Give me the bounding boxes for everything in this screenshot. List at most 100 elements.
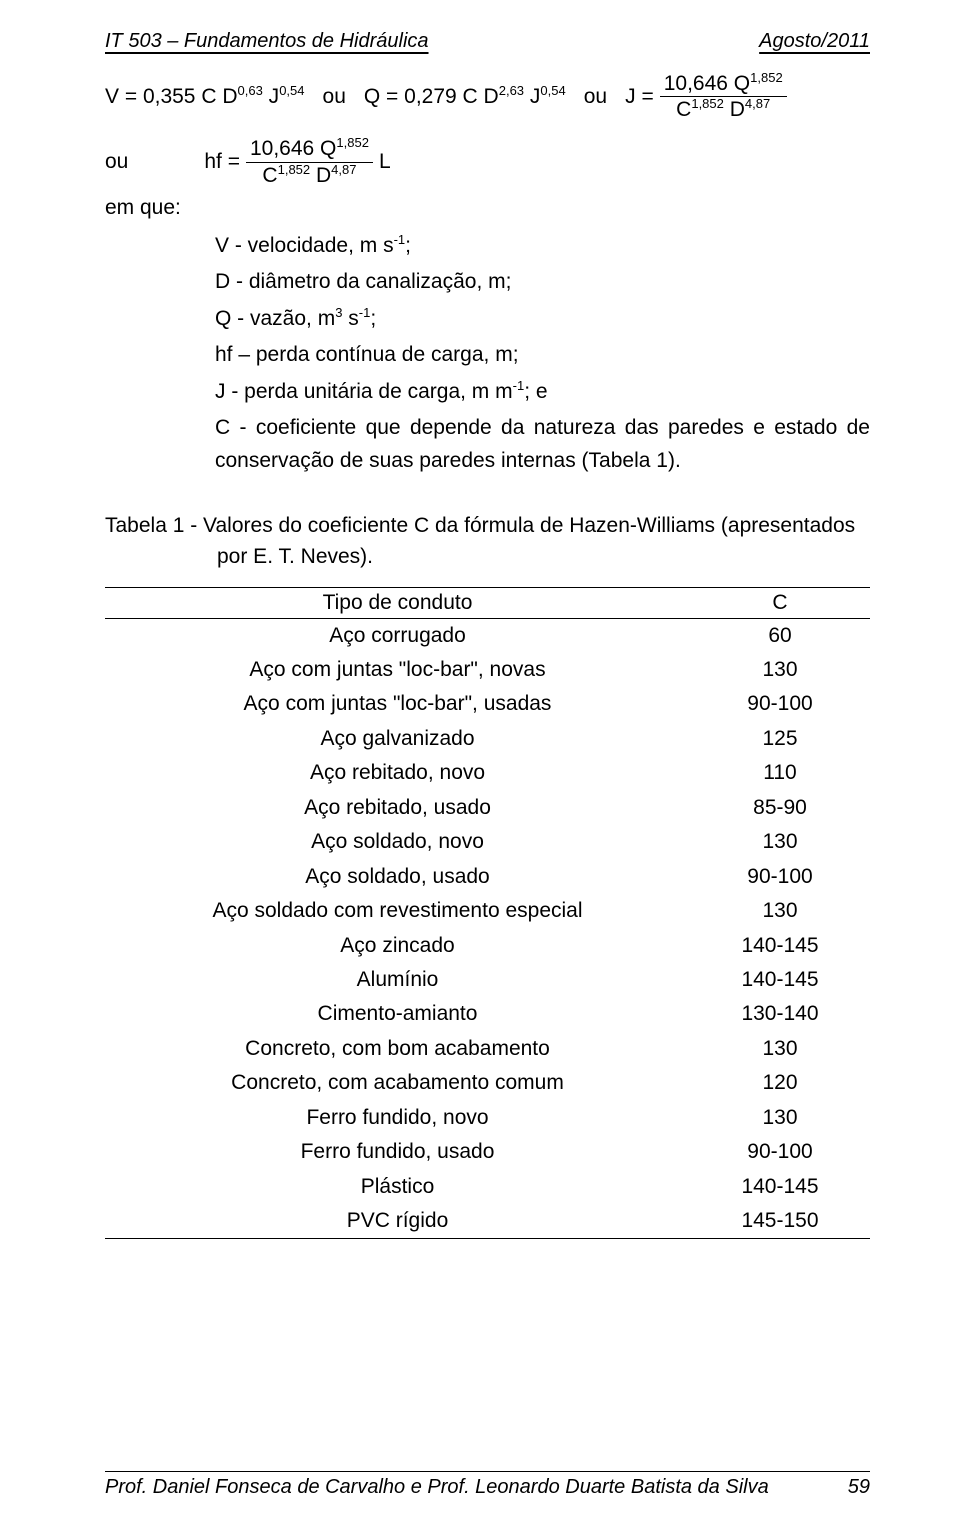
table-row: Aço zincado140-145 (105, 929, 870, 963)
def-v-b: ; (405, 234, 411, 257)
table-cell-c: 110 (690, 756, 870, 790)
table-cell-c: 140-145 (690, 929, 870, 963)
table-row: Cimento-amianto130-140 (105, 997, 870, 1031)
eq-d: hf = 10,646 Q1,852 C1,852 D4,87 L (204, 136, 390, 187)
eq-d-den-exp2: 4,87 (331, 162, 356, 177)
ou-1: ou (323, 85, 346, 109)
table-row: Ferro fundido, usado90-100 (105, 1135, 870, 1169)
eq-b-exp2: 0,54 (540, 83, 565, 98)
header-right: Agosto/2011 (759, 30, 870, 53)
table-cell-c: 60 (690, 618, 870, 653)
definitions: V - velocidade, m s-1; D - diâmetro da c… (215, 230, 870, 478)
def-q-b: s (342, 307, 358, 330)
table-cell-c: 130 (690, 1101, 870, 1135)
eq-c-den-exp2: 4,87 (745, 96, 770, 111)
eq-b-lhs: Q = 0,279 C D (364, 85, 499, 108)
table-cell-type: Aço com juntas "loc-bar", usadas (105, 687, 690, 721)
eq-c-frac: 10,646 Q1,852 C1,852 D4,87 (660, 71, 787, 122)
table-row: Aço rebitado, usado85-90 (105, 791, 870, 825)
table-row: Aço corrugado60 (105, 618, 870, 653)
def-j-a: J - perda unitária de carga, m m (215, 380, 513, 403)
eq-a: V = 0,355 C D0,63 J0,54 (105, 85, 305, 109)
table-cell-c: 130 (690, 825, 870, 859)
table-cell-c: 140-145 (690, 1170, 870, 1204)
table-cell-c: 130 (690, 1032, 870, 1066)
def-v-sup: -1 (394, 232, 406, 247)
table-cell-type: Aço galvanizado (105, 722, 690, 756)
table-row: Alumínio140-145 (105, 963, 870, 997)
ou-3: ou (105, 150, 128, 174)
eq-c: J = 10,646 Q1,852 C1,852 D4,87 (625, 71, 787, 122)
eq-b-mid: J (524, 85, 540, 108)
table-cell-c: 130 (690, 653, 870, 687)
eq-d-pre: hf = (204, 150, 240, 174)
eq-b: Q = 0,279 C D2,63 J0,54 (364, 85, 566, 109)
table-cell-c: 85-90 (690, 791, 870, 825)
table-cell-c: 90-100 (690, 1135, 870, 1169)
table-row: Plástico140-145 (105, 1170, 870, 1204)
def-q-s2: -1 (359, 305, 371, 320)
table-cell-type: Concreto, com bom acabamento (105, 1032, 690, 1066)
table-cell-c: 125 (690, 722, 870, 756)
table-cell-c: 140-145 (690, 963, 870, 997)
table-row: Aço galvanizado125 (105, 722, 870, 756)
eq-d-post: L (379, 150, 391, 174)
table-row: Aço soldado, usado90-100 (105, 860, 870, 894)
em-que: em que: (105, 196, 870, 220)
eq-c-den-a: C (676, 98, 691, 121)
table-cell-c: 120 (690, 1066, 870, 1100)
def-hf: hf – perda contínua de carga, m; (215, 339, 870, 372)
table-row: Concreto, com acabamento comum120 (105, 1066, 870, 1100)
table-cell-type: Cimento-amianto (105, 997, 690, 1031)
equation-row-2: ou hf = 10,646 Q1,852 C1,852 D4,87 L (105, 136, 870, 187)
eq-c-num-a: 10,646 Q (664, 72, 750, 95)
footer-left: Prof. Daniel Fonseca de Carvalho e Prof.… (105, 1476, 769, 1499)
table-cell-c: 90-100 (690, 860, 870, 894)
table-cell-type: Aço rebitado, novo (105, 756, 690, 790)
eq-d-den-exp1: 1,852 (278, 162, 311, 177)
def-d: D - diâmetro da canalização, m; (215, 266, 870, 299)
def-c: C - coeficiente que depende da natureza … (215, 412, 870, 477)
eq-d-num-exp: 1,852 (336, 135, 369, 150)
eq-a-exp1: 0,63 (238, 83, 263, 98)
table-header-c: C (690, 587, 870, 618)
table-cell-type: Aço soldado com revestimento especial (105, 894, 690, 928)
table-row: Ferro fundido, novo130 (105, 1101, 870, 1135)
table-cell-type: Alumínio (105, 963, 690, 997)
eq-a-lhs: V = 0,355 C D (105, 85, 238, 108)
table-cell-type: PVC rígido (105, 1204, 690, 1239)
table-row: Concreto, com bom acabamento130 (105, 1032, 870, 1066)
def-v: V - velocidade, m s-1; (215, 230, 870, 263)
eq-c-den-exp1: 1,852 (691, 96, 724, 111)
def-q-a: Q - vazão, m (215, 307, 335, 330)
table-row: Aço com juntas "loc-bar", novas130 (105, 653, 870, 687)
eq-b-exp1: 2,63 (499, 83, 524, 98)
table-cell-type: Aço zincado (105, 929, 690, 963)
eq-c-num-exp: 1,852 (750, 70, 783, 85)
table-row: PVC rígido145-150 (105, 1204, 870, 1239)
page-header: IT 503 – Fundamentos de Hidráulica Agost… (105, 30, 870, 53)
table-cell-c: 145-150 (690, 1204, 870, 1239)
header-left: IT 503 – Fundamentos de Hidráulica (105, 30, 429, 53)
def-v-a: V - velocidade, m s (215, 234, 394, 257)
table-row: Aço com juntas "loc-bar", usadas90-100 (105, 687, 870, 721)
table-caption: Tabela 1 - Valores do coeficiente C da f… (105, 510, 870, 573)
eq-d-den-a: C (262, 164, 277, 187)
table-cell-type: Ferro fundido, novo (105, 1101, 690, 1135)
page-footer: Prof. Daniel Fonseca de Carvalho e Prof.… (105, 1471, 870, 1499)
def-j-b: ; e (524, 380, 547, 403)
table-cell-type: Aço soldado, novo (105, 825, 690, 859)
table-cell-type: Aço rebitado, usado (105, 791, 690, 825)
table-cell-c: 130 (690, 894, 870, 928)
def-q-c: ; (370, 307, 376, 330)
table-cell-c: 90-100 (690, 687, 870, 721)
table-row: Aço rebitado, novo110 (105, 756, 870, 790)
table-header-type: Tipo de conduto (105, 587, 690, 618)
def-j: J - perda unitária de carga, m m-1; e (215, 376, 870, 409)
table-cell-type: Aço com juntas "loc-bar", novas (105, 653, 690, 687)
eq-a-mid: J (263, 85, 279, 108)
footer-page-number: 59 (848, 1476, 870, 1499)
caption-line2: por E. T. Neves). (105, 541, 870, 573)
eq-d-num-a: 10,646 Q (250, 137, 336, 160)
table-cell-type: Aço soldado, usado (105, 860, 690, 894)
